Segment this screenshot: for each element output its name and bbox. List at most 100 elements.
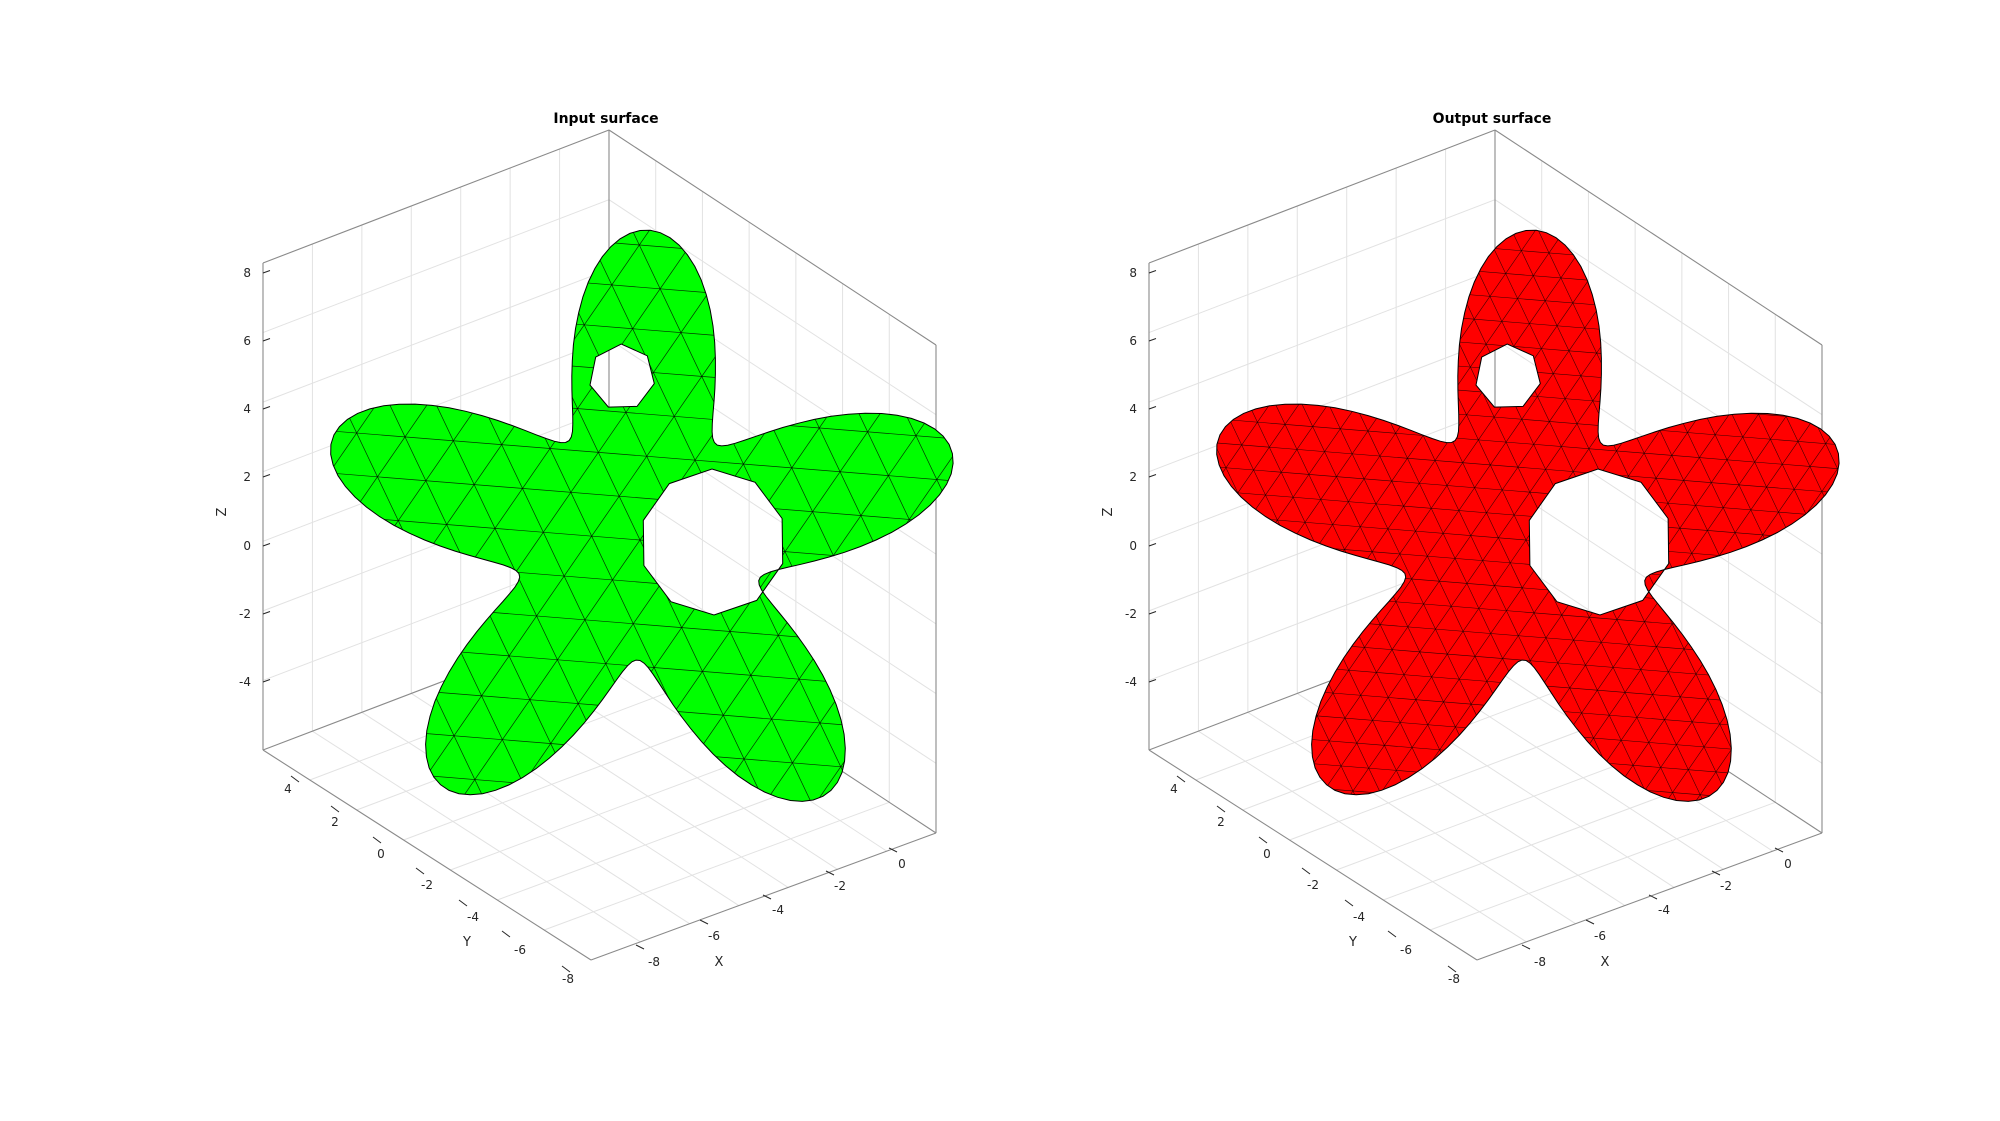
mesh-edge xyxy=(1216,230,1840,802)
mesh-edge xyxy=(1216,230,1480,802)
mesh-edge xyxy=(1216,507,1840,621)
mesh-edge xyxy=(1216,459,1840,573)
mesh-edge xyxy=(863,53,2000,165)
z-gridline xyxy=(608,478,937,694)
z-gridline xyxy=(262,199,610,334)
z-tick-mark xyxy=(262,543,271,547)
y-tick-label: -8 xyxy=(1448,972,1460,986)
mesh-edge xyxy=(1810,230,1840,802)
y-tick-mark xyxy=(1344,899,1354,907)
mesh-edge xyxy=(330,274,954,387)
surface-mesh xyxy=(778,0,2000,1121)
y-axis: -8 -6 -4 -2 0 2 4 Y xyxy=(1170,775,1460,986)
mesh-edge xyxy=(1216,230,1840,802)
mesh-edge xyxy=(330,230,334,802)
mesh-edge xyxy=(330,525,954,639)
mesh-edge xyxy=(330,358,954,471)
z-tick-mark xyxy=(262,406,271,410)
z-tick-label: -4 xyxy=(239,675,251,689)
mesh-edge xyxy=(778,1106,2000,1121)
mesh-edge xyxy=(330,230,954,304)
floor-gridline xyxy=(1198,730,1527,943)
mesh-edge xyxy=(1268,230,1840,802)
mesh-edge xyxy=(330,230,410,802)
mesh-edge xyxy=(1216,230,1840,310)
y-axis-label: Y xyxy=(462,935,471,950)
mesh-edge xyxy=(330,776,954,802)
mesh-edge xyxy=(1216,230,1746,802)
mesh-edge xyxy=(1216,244,1840,357)
y-tick-mark xyxy=(1387,930,1397,938)
floor-gridline xyxy=(543,801,890,931)
x-tick-mark xyxy=(1711,870,1721,876)
mesh-edge xyxy=(1216,292,1840,405)
mesh-edge xyxy=(780,1082,2000,1121)
mesh-edge xyxy=(1377,230,1840,802)
z-tick-mark xyxy=(262,270,271,274)
z-gridline xyxy=(262,338,610,473)
z-tick-label: 6 xyxy=(1129,334,1137,348)
floor-gridline xyxy=(1289,709,1636,841)
mesh-edge xyxy=(1216,412,1840,525)
mesh-edge xyxy=(784,1034,2000,1121)
mesh-edge xyxy=(792,939,2000,1051)
mesh-edge xyxy=(1247,230,1840,802)
x-tick-label: -2 xyxy=(834,879,846,893)
mesh-edge xyxy=(1216,230,1329,802)
mesh-edge xyxy=(1832,230,1840,802)
mesh-edge xyxy=(1420,230,1840,802)
mesh-edge xyxy=(0,819,1311,931)
mesh-edge xyxy=(330,230,865,802)
mesh-edge xyxy=(0,986,1297,1098)
mesh-edge xyxy=(1216,230,1825,802)
mesh-edge xyxy=(859,101,2000,213)
mesh-edge xyxy=(0,24,1375,136)
mesh-edges xyxy=(778,0,2000,1121)
axis-box-edge xyxy=(590,832,937,961)
mesh-edge xyxy=(0,1028,1294,1121)
x-axis-label: X xyxy=(715,955,724,970)
mesh-edge xyxy=(330,483,954,597)
mesh-edge xyxy=(1216,230,1840,262)
mesh-edge xyxy=(1216,230,1840,802)
z-axis-label: Z xyxy=(215,507,230,516)
mesh-edge xyxy=(798,867,2000,979)
mesh-edge xyxy=(330,230,900,802)
plot-title: Output surface xyxy=(1433,111,1552,127)
z-tick-mark xyxy=(1148,611,1157,615)
mesh-edge xyxy=(0,65,1371,177)
y-axis-label: Y xyxy=(1348,935,1357,950)
z-axis: -4 -2 0 2 4 6 8 Z xyxy=(1101,266,1157,689)
z-tick-mark xyxy=(262,474,271,478)
z-tick-label: 8 xyxy=(243,266,251,280)
y-tick-label: -4 xyxy=(1353,910,1365,924)
surface-boundary xyxy=(330,229,954,802)
y-tick-mark xyxy=(458,899,468,907)
y-tick-mark xyxy=(330,805,340,813)
mesh-edge xyxy=(1216,230,1840,802)
z-tick-label: -2 xyxy=(1125,607,1137,621)
z-tick-label: 4 xyxy=(243,402,251,416)
z-tick-label: -2 xyxy=(239,607,251,621)
mesh-edge xyxy=(870,0,2000,70)
mesh-edge xyxy=(330,230,450,712)
mesh-edge xyxy=(861,77,2000,189)
axis-box-edge xyxy=(1494,129,1823,346)
mesh-edge xyxy=(330,230,903,802)
mesh-edge xyxy=(799,843,2000,955)
y-tick-mark xyxy=(1216,805,1226,813)
x-tick-mark xyxy=(699,919,709,925)
x-tick-mark xyxy=(888,847,898,853)
y-tick-label: -8 xyxy=(562,972,574,986)
surface-fill xyxy=(330,230,954,802)
z-axis: -4 -2 0 2 4 6 8 Z xyxy=(215,266,271,689)
mesh-edge xyxy=(330,230,934,802)
mesh-edge xyxy=(330,693,954,802)
y-tick-label: -6 xyxy=(514,943,526,957)
z-tick-mark xyxy=(262,338,271,342)
mesh-edge xyxy=(872,0,2000,46)
mesh-edge xyxy=(0,1070,1291,1121)
mesh-edge xyxy=(1216,230,1762,802)
x-tick-mark xyxy=(1585,919,1595,925)
mesh-edge xyxy=(377,230,954,802)
